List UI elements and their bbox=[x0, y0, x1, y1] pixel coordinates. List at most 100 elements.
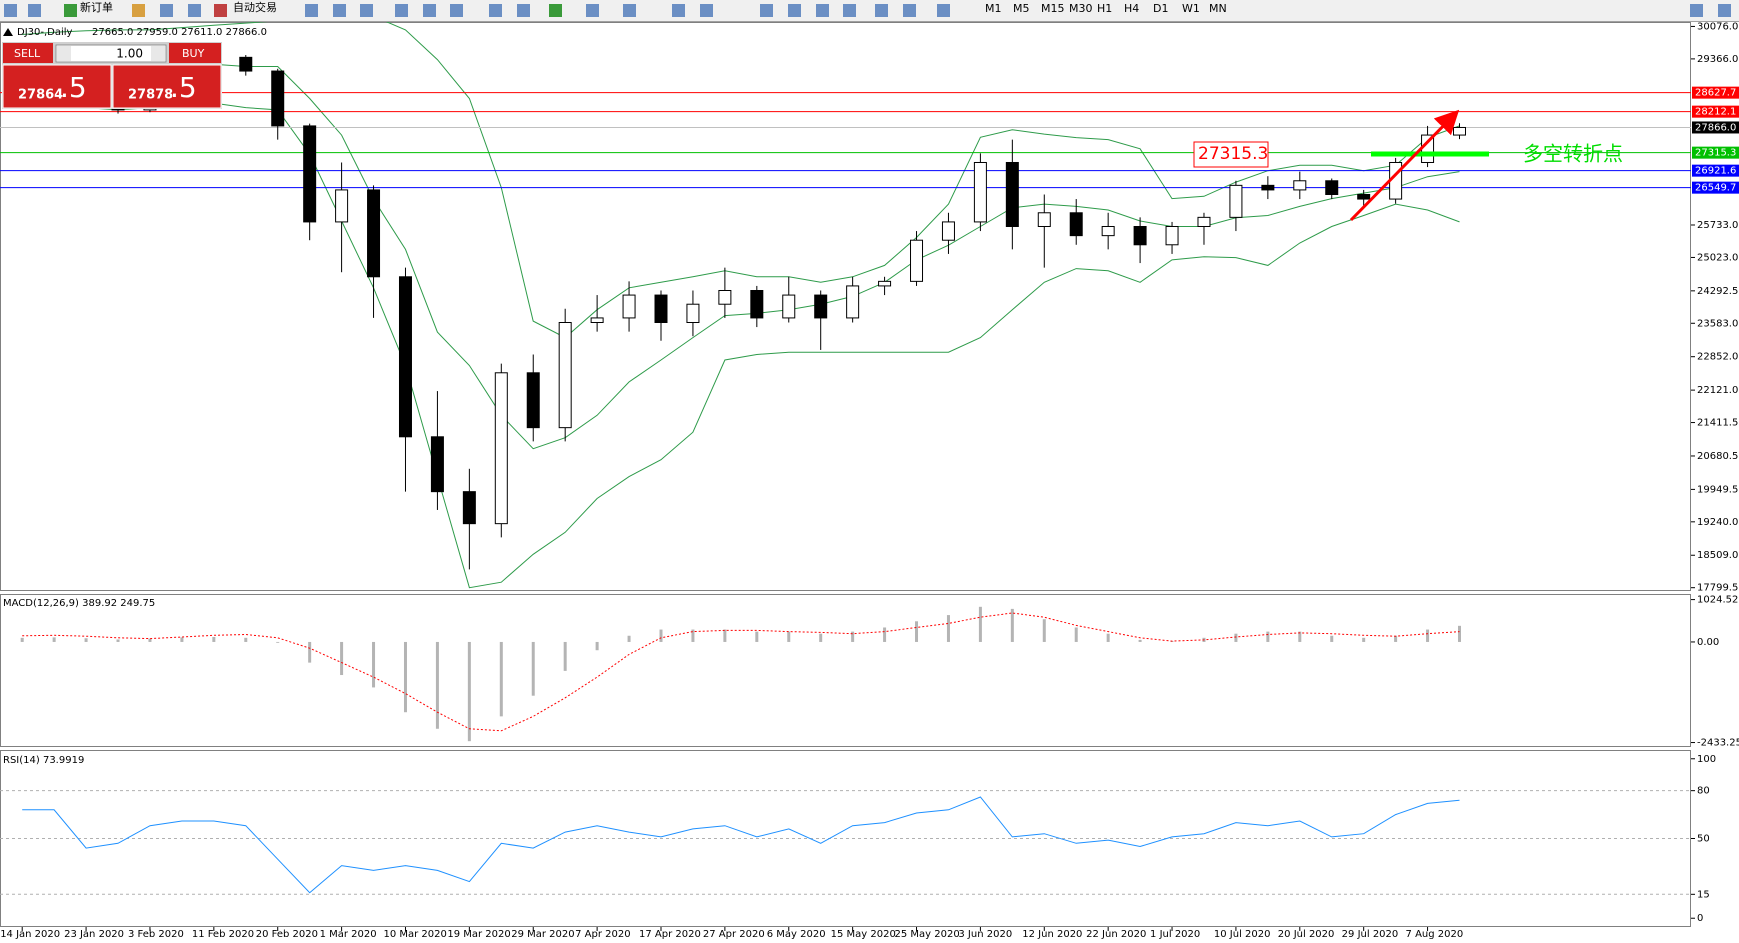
macd-bar bbox=[244, 637, 248, 642]
icon[interactable] bbox=[450, 4, 463, 17]
level-label: 28212.1 bbox=[1695, 107, 1736, 118]
icon[interactable] bbox=[816, 4, 829, 17]
buy-label[interactable]: BUY bbox=[182, 47, 205, 60]
icon[interactable] bbox=[700, 4, 713, 17]
icon[interactable] bbox=[843, 4, 856, 17]
icon[interactable] bbox=[360, 4, 373, 17]
candle-body bbox=[1357, 193, 1371, 200]
icon[interactable] bbox=[623, 4, 636, 17]
timeframe-button[interactable]: M5 bbox=[1013, 2, 1030, 15]
collapse-icon[interactable] bbox=[3, 28, 13, 36]
timeframe-button[interactable]: MN bbox=[1209, 2, 1227, 15]
x-tick-label: 20 Jul 2020 bbox=[1278, 929, 1335, 940]
icon[interactable] bbox=[788, 4, 801, 17]
buy-price-fraction[interactable]: .5 bbox=[170, 71, 197, 104]
sell-price[interactable]: 27864 bbox=[18, 88, 63, 103]
volume-input[interactable] bbox=[55, 44, 167, 63]
timeframe-button[interactable]: H4 bbox=[1124, 2, 1139, 15]
current-price-bg bbox=[1692, 121, 1739, 134]
candle-body bbox=[1197, 216, 1211, 227]
timeframe-button[interactable]: H1 bbox=[1097, 2, 1112, 15]
volume-value[interactable]: 1.00 bbox=[116, 47, 143, 61]
volume-down[interactable] bbox=[57, 46, 71, 61]
y-tick-label: 25023.0 bbox=[1697, 252, 1738, 263]
candle-body bbox=[367, 189, 381, 278]
icon[interactable] bbox=[760, 4, 773, 17]
icon[interactable] bbox=[423, 4, 436, 17]
macd-title: MACD(12,26,9) 389.92 249.75 bbox=[3, 598, 155, 609]
icon[interactable] bbox=[489, 4, 502, 17]
x-tick-label: 1 Jul 2020 bbox=[1150, 929, 1200, 940]
candle-body bbox=[973, 161, 987, 223]
sell-button[interactable] bbox=[3, 43, 53, 63]
macd-bar bbox=[787, 631, 791, 642]
timeframe-button[interactable]: M1 bbox=[985, 2, 1002, 15]
timeframe-button[interactable]: M30 bbox=[1069, 2, 1093, 15]
new-order-icon[interactable] bbox=[64, 4, 77, 17]
x-tick-label: 10 Jul 2020 bbox=[1214, 929, 1271, 940]
icon[interactable] bbox=[672, 4, 685, 17]
auto-trading-icon[interactable] bbox=[214, 4, 227, 17]
icon[interactable] bbox=[1718, 4, 1731, 17]
candle-body bbox=[462, 491, 476, 525]
y-tick-label: 29366.0 bbox=[1697, 54, 1738, 65]
macd-bar bbox=[340, 641, 344, 676]
y-tick-label: -2433.25 bbox=[1697, 738, 1739, 749]
macd-bar bbox=[84, 638, 88, 642]
sell-price-fraction[interactable]: .5 bbox=[60, 71, 87, 104]
level-label-bg bbox=[1692, 105, 1739, 118]
buy-price[interactable]: 27878 bbox=[128, 88, 173, 103]
macd-bar bbox=[435, 641, 439, 729]
icon[interactable] bbox=[1690, 4, 1703, 17]
macd-bar bbox=[180, 637, 184, 642]
annotations: 27315.3 多空转折点 bbox=[1193, 141, 1623, 168]
icon[interactable] bbox=[875, 4, 888, 17]
icon[interactable] bbox=[549, 4, 562, 17]
icon[interactable] bbox=[937, 4, 950, 17]
buy-button[interactable] bbox=[169, 43, 221, 63]
icon[interactable] bbox=[517, 4, 530, 17]
annotation: 多空转折点 bbox=[1523, 142, 1623, 166]
new-order-button[interactable]: 新订单 bbox=[80, 0, 113, 14]
icon[interactable] bbox=[586, 4, 599, 17]
icon[interactable] bbox=[305, 4, 318, 17]
icon[interactable] bbox=[395, 4, 408, 17]
x-tick-label: 14 Jan 2020 bbox=[0, 929, 60, 940]
icon[interactable] bbox=[4, 4, 17, 17]
current-price-label: 27866.0 bbox=[1695, 122, 1736, 133]
level-label-bg bbox=[1692, 146, 1739, 159]
level-label: 26549.7 bbox=[1695, 183, 1736, 194]
y-tick-label: 19949.5 bbox=[1697, 484, 1738, 495]
macd-plot bbox=[20, 606, 1461, 742]
icon[interactable] bbox=[160, 4, 173, 17]
y-tick-label: 30076.0 bbox=[1697, 21, 1738, 32]
candle-body bbox=[622, 294, 636, 319]
timeframe-button[interactable]: W1 bbox=[1182, 2, 1200, 15]
y-tick-label: 80 bbox=[1697, 786, 1710, 797]
sell-label[interactable]: SELL bbox=[14, 47, 41, 60]
timeframe-button[interactable]: D1 bbox=[1153, 2, 1168, 15]
rsi-plot bbox=[0, 790, 1691, 895]
volume-up[interactable] bbox=[151, 46, 165, 61]
icon[interactable] bbox=[188, 4, 201, 17]
icon[interactable] bbox=[28, 4, 41, 17]
icon[interactable] bbox=[903, 4, 916, 17]
auto-trading-button[interactable]: 自动交易 bbox=[233, 0, 277, 14]
macd-bar bbox=[212, 636, 216, 642]
icon[interactable] bbox=[333, 4, 346, 17]
candle-body bbox=[910, 239, 924, 282]
macd-bar bbox=[1394, 635, 1398, 642]
macd-bar bbox=[883, 627, 887, 642]
buy-price-box[interactable] bbox=[112, 64, 222, 109]
candle-body bbox=[271, 70, 285, 127]
sell-price-box[interactable] bbox=[2, 64, 112, 109]
candle-body bbox=[1165, 225, 1179, 246]
timeframe-button[interactable]: M15 bbox=[1041, 2, 1065, 15]
x-tick-label: 7 Apr 2020 bbox=[575, 929, 630, 940]
macd-bar bbox=[1234, 633, 1238, 642]
x-tick-label: 19 Mar 2020 bbox=[447, 929, 510, 940]
icon[interactable] bbox=[132, 4, 145, 17]
x-tick-label: 15 May 2020 bbox=[831, 929, 896, 940]
macd-bar bbox=[1010, 608, 1014, 642]
